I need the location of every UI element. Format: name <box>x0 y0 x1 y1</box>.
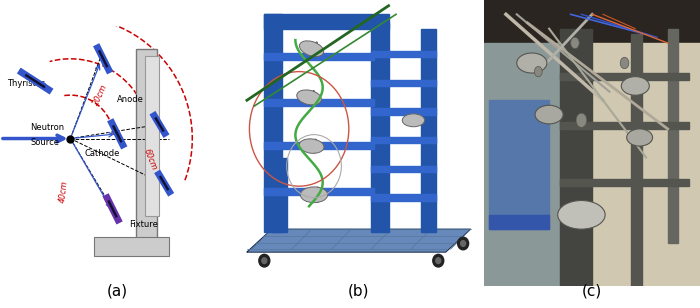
Text: (c): (c) <box>582 284 602 299</box>
Circle shape <box>262 258 267 264</box>
Polygon shape <box>272 157 287 232</box>
Ellipse shape <box>299 139 324 153</box>
Polygon shape <box>421 29 436 232</box>
Ellipse shape <box>535 105 563 124</box>
Polygon shape <box>489 215 549 229</box>
Polygon shape <box>265 14 281 232</box>
Text: 40cm: 40cm <box>57 180 69 203</box>
Text: Cathode: Cathode <box>85 149 120 158</box>
Circle shape <box>570 37 580 49</box>
Ellipse shape <box>300 41 323 57</box>
Polygon shape <box>371 108 436 115</box>
Polygon shape <box>631 34 642 286</box>
Circle shape <box>461 241 466 246</box>
Ellipse shape <box>622 77 650 95</box>
Polygon shape <box>560 29 592 286</box>
Polygon shape <box>265 142 374 149</box>
Text: Fixture: Fixture <box>129 220 158 229</box>
Ellipse shape <box>402 114 425 127</box>
Text: Anode: Anode <box>118 95 144 104</box>
Polygon shape <box>484 43 582 286</box>
Ellipse shape <box>626 129 652 146</box>
Ellipse shape <box>311 90 315 104</box>
Circle shape <box>620 57 629 69</box>
Polygon shape <box>265 53 374 60</box>
Circle shape <box>433 254 444 267</box>
Polygon shape <box>560 73 690 80</box>
Polygon shape <box>371 51 436 57</box>
Ellipse shape <box>316 187 320 203</box>
Circle shape <box>259 254 270 267</box>
Bar <box>136 49 157 242</box>
Polygon shape <box>489 100 549 229</box>
Ellipse shape <box>300 187 328 203</box>
Polygon shape <box>582 43 700 286</box>
Polygon shape <box>560 122 690 129</box>
Bar <box>146 56 160 216</box>
Bar <box>94 237 169 256</box>
Polygon shape <box>371 80 436 86</box>
Ellipse shape <box>558 201 605 229</box>
Circle shape <box>576 113 587 128</box>
Text: Neutron: Neutron <box>31 124 64 132</box>
Polygon shape <box>371 137 436 143</box>
Text: (a): (a) <box>106 284 128 299</box>
Polygon shape <box>371 194 436 201</box>
Circle shape <box>534 67 542 77</box>
Text: 60cm: 60cm <box>142 148 159 172</box>
Text: 20cm: 20cm <box>92 83 109 107</box>
Ellipse shape <box>313 42 318 56</box>
Polygon shape <box>265 14 389 29</box>
Polygon shape <box>560 179 690 186</box>
Polygon shape <box>484 0 700 51</box>
Ellipse shape <box>297 90 321 105</box>
Ellipse shape <box>517 53 547 73</box>
Ellipse shape <box>314 139 317 153</box>
Circle shape <box>458 237 468 250</box>
Text: (b): (b) <box>348 284 370 299</box>
Circle shape <box>436 258 441 264</box>
Polygon shape <box>265 188 374 195</box>
Polygon shape <box>265 99 374 106</box>
Polygon shape <box>247 229 470 252</box>
Polygon shape <box>371 23 388 232</box>
Text: Source: Source <box>31 138 60 147</box>
Polygon shape <box>668 29 678 243</box>
Text: Thyristor: Thyristor <box>7 79 45 88</box>
Polygon shape <box>371 166 436 172</box>
